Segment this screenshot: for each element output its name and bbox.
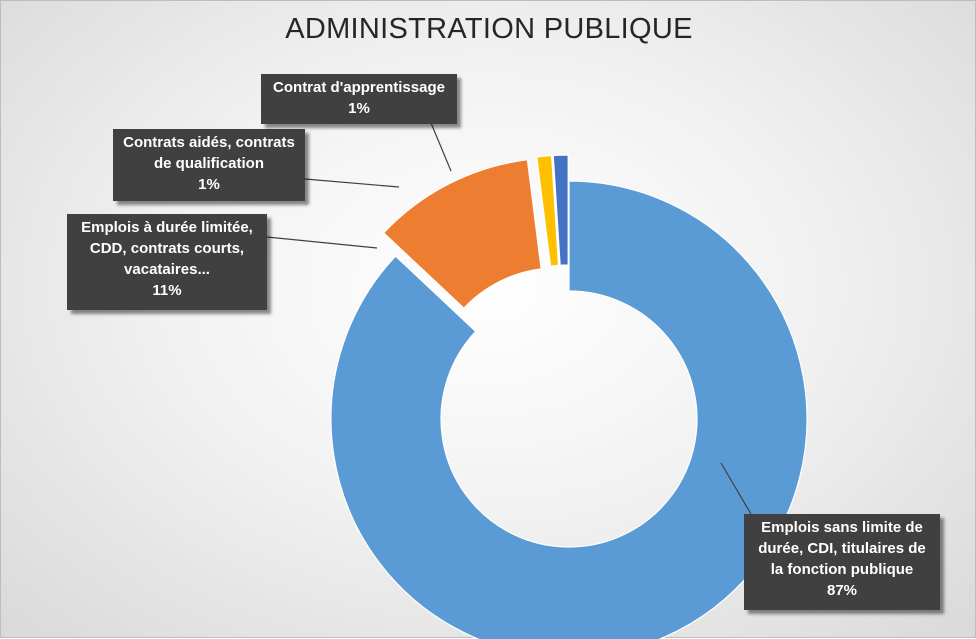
label-value: 1%	[348, 100, 370, 117]
label-value: 11%	[152, 282, 182, 299]
label-line: CDD, contrats courts,	[89, 240, 245, 257]
leader-line-contrats-aides	[304, 178, 400, 188]
label-line: Contrats aidés, contrats	[123, 134, 295, 151]
chart-title: ADMINISTRATION PUBLIQUE	[285, 13, 693, 45]
data-label-cdi: Emplois sans limite de durée, CDI, titul…	[744, 514, 940, 610]
slice-contrats-aides	[536, 154, 560, 267]
slice-apprentissage	[552, 154, 569, 266]
leader-line-cdd	[266, 236, 378, 249]
label-line: vacataires...	[124, 261, 210, 278]
data-label-cdd: Emplois à durée limitée, CDD, contrats c…	[67, 214, 267, 310]
label-value: 1%	[198, 176, 220, 193]
label-value: 87%	[826, 582, 858, 599]
label-line: Emplois à durée limitée,	[81, 219, 253, 236]
slice-cdi	[330, 180, 808, 639]
donut-slices	[330, 154, 808, 639]
data-label-contrats-aides: Contrats aidés, contrats de qualificatio…	[113, 129, 305, 201]
data-label-apprentissage: Contrat d'apprentissage 1%	[261, 74, 457, 124]
label-line: Emplois sans limite de	[761, 519, 923, 536]
slice-cdd	[382, 159, 542, 310]
label-line: la fonction publique	[770, 561, 914, 578]
label-line: durée, CDI, titulaires de	[758, 540, 926, 557]
label-line: de qualification	[153, 155, 264, 172]
label-line: Contrat d'apprentissage	[273, 79, 445, 96]
